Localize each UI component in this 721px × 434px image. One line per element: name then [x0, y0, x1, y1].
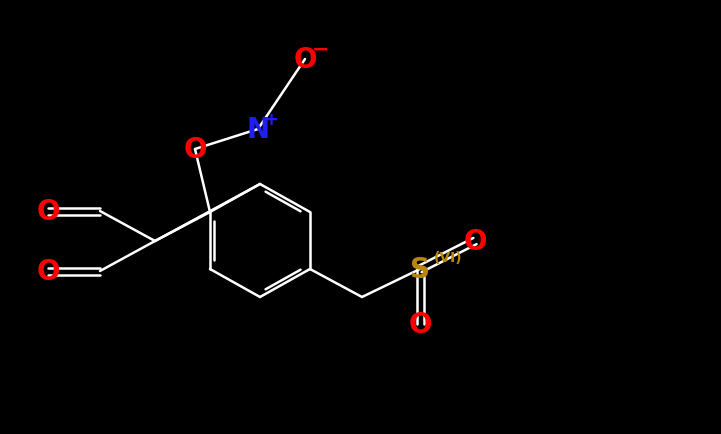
Text: S: S — [410, 256, 430, 283]
Text: O: O — [36, 197, 60, 226]
Text: (VI): (VI) — [434, 250, 463, 264]
Text: O: O — [183, 136, 207, 164]
Text: O: O — [464, 227, 487, 256]
Text: O: O — [36, 257, 60, 285]
Text: −: − — [312, 40, 329, 60]
Text: N: N — [247, 116, 270, 144]
Text: O: O — [408, 310, 432, 338]
Text: +: + — [263, 111, 278, 129]
Text: O: O — [293, 46, 317, 74]
